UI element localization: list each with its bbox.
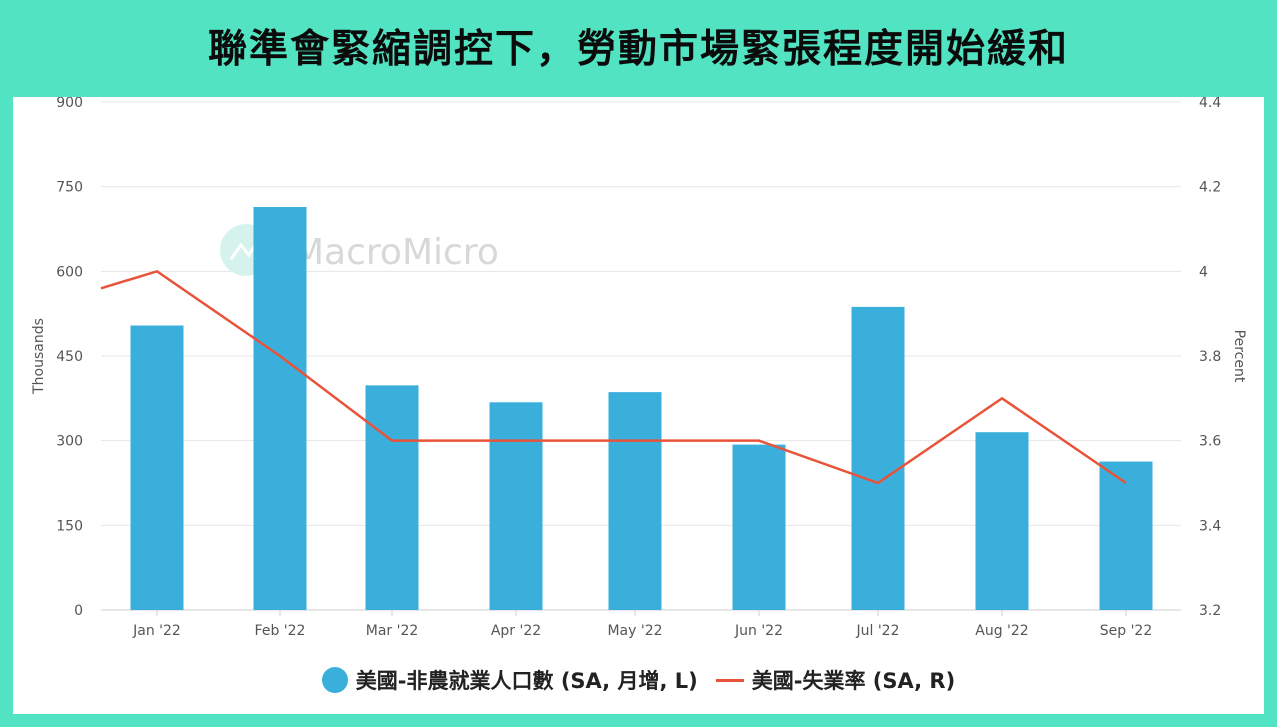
bar <box>732 444 786 610</box>
y-right-tick-label: 4.4 <box>1199 97 1221 111</box>
legend-label-bars: 美國-非農就業人口數 (SA, 月增, L) <box>355 669 698 693</box>
unemployment-line <box>100 269 1127 485</box>
y-left-tick-label: 450 <box>56 349 83 365</box>
page-title: 聯準會緊縮調控下，勞動市場緊張程度開始緩和 <box>207 27 1069 72</box>
legend-item-bars[interactable]: 美國-非農就業人口數 (SA, 月增, L) <box>321 665 698 695</box>
bar <box>1099 461 1153 610</box>
y-right-tick-label: 4 <box>1199 264 1208 280</box>
y-right-axis-title: Percent <box>1231 330 1247 383</box>
y-left-tick-label: 150 <box>56 518 83 534</box>
legend-label-line: 美國-失業率 (SA, R) <box>751 669 956 693</box>
y-left-tick-label: 600 <box>56 264 83 280</box>
y-left-tick-label: 750 <box>56 180 83 196</box>
watermark-text: MacroMicro <box>293 232 499 273</box>
x-tick-label: Sep '22 <box>1100 623 1153 639</box>
y-right-tick-label: 4.2 <box>1199 180 1221 196</box>
y-left-tick-label: 900 <box>56 97 83 111</box>
y-right-tick-label: 3.6 <box>1199 434 1221 450</box>
bar <box>851 306 905 610</box>
x-tick-label: Jun '22 <box>734 623 783 639</box>
x-tick-label: Jan '22 <box>132 623 181 639</box>
y-right-tick-label: 3.8 <box>1199 349 1221 365</box>
y-right-tick-label: 3.4 <box>1199 518 1221 534</box>
chart-panel: 0 150 300 450 600 750 900 3.2 3.4 3.6 3.8 4 4.2 4.4 Th… <box>13 97 1264 714</box>
legend-line-swatch <box>715 678 744 682</box>
bar <box>489 402 543 610</box>
legend-item-line[interactable]: 美國-失業率 (SA, R) <box>715 665 956 695</box>
x-tick-label: Jul '22 <box>855 623 899 639</box>
bar <box>365 385 419 610</box>
x-tick-label: Apr '22 <box>491 623 541 639</box>
bar <box>608 392 662 610</box>
x-tick-label: Mar '22 <box>366 623 419 639</box>
x-tick-label: Feb '22 <box>255 623 306 639</box>
bar <box>130 325 184 610</box>
y-left-tick-label: 0 <box>74 603 83 619</box>
legend: 美國-非農就業人口數 (SA, 月增, L) 美國-失業率 (SA, R) <box>13 662 1264 698</box>
x-tick-label: May '22 <box>607 623 662 639</box>
x-tick-label: Aug '22 <box>975 623 1028 639</box>
y-left-axis-title: Thousands <box>31 318 47 395</box>
bar <box>253 206 307 610</box>
legend-bar-swatch <box>321 667 348 693</box>
y-right-tick-label: 3.2 <box>1199 603 1221 619</box>
bar <box>975 432 1029 610</box>
chart: 0 150 300 450 600 750 900 3.2 3.4 3.6 3.8 4 4.2 4.4 Th… <box>31 97 1247 639</box>
y-left-tick-label: 300 <box>56 434 83 450</box>
